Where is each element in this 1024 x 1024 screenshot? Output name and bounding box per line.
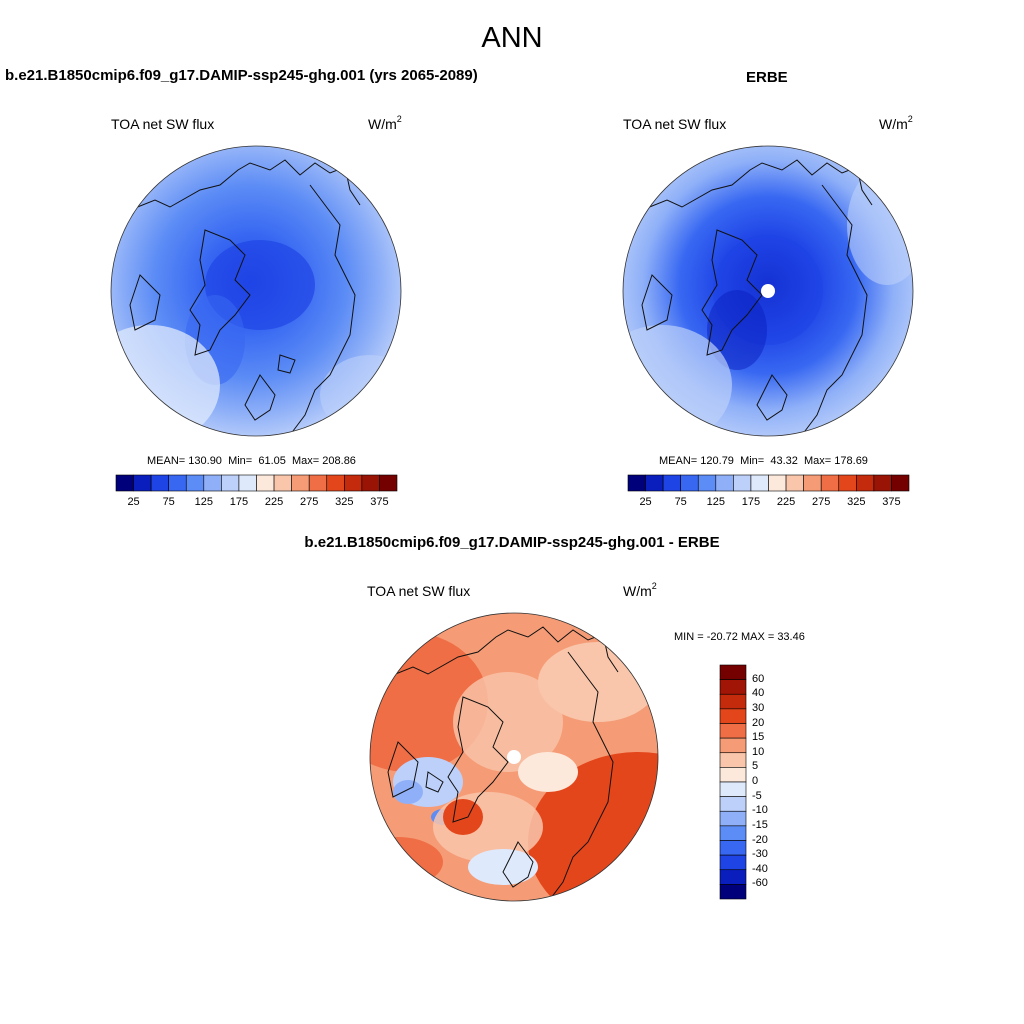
panel2-colorbar [627,474,910,492]
colorbar-swatch [719,781,747,797]
colorbar-swatch [185,474,205,492]
colorbar-swatch [719,884,747,900]
colorbar-tick-label: 25 [639,496,652,508]
colorbar-swatch [308,474,328,492]
colorbar-tick-label: 60 [752,672,765,685]
colorbar-tick-label: -10 [752,804,768,817]
colorbar-swatch [750,474,769,492]
colorbar-tick-label: -5 [752,789,762,802]
colorbar-swatch [719,869,747,885]
panel1-variable-label: TOA net SW flux [111,116,215,132]
colorbar-tick-label: 25 [127,496,140,508]
colorbar-swatch [719,693,747,710]
colorbar-tick-label: 275 [812,496,831,508]
colorbar-swatch [719,854,747,871]
colorbar-swatch [361,474,380,492]
panel3-units: W/m2 [623,581,657,599]
figure-title: ANN [481,22,543,54]
colorbar-tick-label: 125 [194,496,213,508]
colorbar-swatch [150,474,169,492]
colorbar-swatch [697,474,717,492]
colorbar-tick-label: 10 [752,745,765,758]
colorbar-swatch [719,767,747,783]
colorbar-tick-label: -30 [752,848,768,861]
colorbar-swatch [115,474,134,492]
colorbar-swatch [719,810,747,827]
colorbar-tick-label: 175 [741,496,761,508]
colorbar-tick-label: 375 [882,496,901,508]
colorbar-tick-label: 325 [847,496,866,508]
colorbar-swatch [326,474,345,492]
colorbar-tick-label: -40 [752,862,768,875]
colorbar-swatch [168,474,187,492]
panel2-polar-map [622,145,914,437]
colorbar-swatch [662,474,681,492]
colorbar-tick-label: -20 [752,833,768,846]
colorbar-tick-label: 20 [752,716,765,729]
panel1-polar-map [110,145,402,437]
colorbar-tick-label: 175 [229,496,249,508]
colorbar-tick-label: 75 [162,496,175,508]
colorbar-tick-label: 30 [752,701,765,714]
colorbar-tick-label: 275 [300,496,319,508]
colorbar-swatch [238,474,257,492]
colorbar-swatch [133,474,152,492]
panel1-colorbar [115,474,398,492]
colorbar-swatch [719,708,747,724]
colorbar-tick-label: 5 [752,760,759,773]
panel3-minmax: MIN = -20.72 MAX = 33.46 [674,631,805,643]
colorbar-swatch [379,474,398,492]
panel1-stats: MEAN= 130.90 Min= 61.05 Max= 208.86 [147,455,356,467]
colorbar-swatch [221,474,240,492]
colorbar-swatch [680,474,699,492]
colorbar-tick-label: 75 [674,496,687,508]
colorbar-swatch [785,474,804,492]
panel2-case-title: ERBE [746,69,788,86]
colorbar-swatch [256,474,275,492]
colorbar-swatch [719,737,747,754]
panel3-variable-label: TOA net SW flux [367,583,471,599]
colorbar-swatch [719,825,747,841]
colorbar-swatch [719,840,747,856]
colorbar-swatch [344,474,363,492]
colorbar-swatch [891,474,910,492]
colorbar-swatch [715,474,734,492]
colorbar-swatch [719,664,747,680]
panel1-case-title: b.e21.B1850cmip6.f09_g17.DAMIP-ssp245-gh… [5,67,478,84]
colorbar-swatch [719,796,747,812]
colorbar-swatch [645,474,664,492]
colorbar-swatch [733,474,752,492]
colorbar-swatch [873,474,892,492]
colorbar-swatch [291,474,310,492]
colorbar-tick-label: 125 [706,496,725,508]
colorbar-swatch [803,474,822,492]
colorbar-swatch [768,474,787,492]
colorbar-swatch [838,474,857,492]
colorbar-swatch [719,679,747,695]
colorbar-tick-label: 0 [752,775,759,787]
colorbar-swatch [627,474,646,492]
panel3-polar-map [369,612,659,902]
colorbar-tick-label: -15 [752,818,768,831]
colorbar-tick-label: 325 [335,496,354,508]
colorbar-tick-label: 15 [752,731,765,744]
panel3-case-title: b.e21.B1850cmip6.f09_g17.DAMIP-ssp245-gh… [304,534,720,551]
panel2-variable-label: TOA net SW flux [623,116,727,132]
colorbar-swatch [273,474,292,492]
panel3-colorbar [719,664,747,900]
colorbar-tick-label: 375 [370,496,389,508]
panel2-units: W/m2 [879,114,913,132]
colorbar-swatch [203,474,222,492]
colorbar-swatch [856,474,875,492]
colorbar-swatch [719,723,747,739]
colorbar-tick-label: 225 [776,496,796,508]
colorbar-tick-label: 40 [752,687,765,700]
colorbar-swatch [719,752,747,768]
colorbar-swatch [820,474,840,492]
colorbar-tick-label: 225 [264,496,284,508]
colorbar-tick-label: -60 [752,877,768,890]
panel2-stats: MEAN= 120.79 Min= 43.32 Max= 178.69 [659,455,868,467]
panel1-units: W/m2 [368,114,402,132]
